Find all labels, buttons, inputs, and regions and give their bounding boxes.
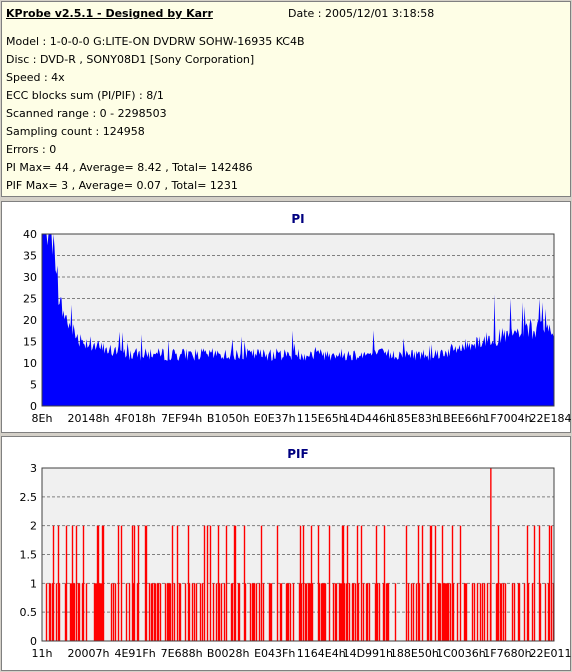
x-tick-label: 11h <box>32 647 53 660</box>
y-tick-label: 0 <box>30 400 37 413</box>
chart-title: PI <box>291 212 304 226</box>
x-tick-label: E043Fh <box>254 647 295 660</box>
speed-line: Speed : 4x <box>6 71 65 84</box>
x-tick-label: 22E184h <box>530 412 572 425</box>
plot-border <box>41 233 555 407</box>
errors-line: Errors : 0 <box>6 143 57 156</box>
y-tick-label: 5 <box>30 379 37 392</box>
y-tick-label: 20 <box>23 314 37 327</box>
x-tick-label: 14D991h <box>343 647 393 660</box>
y-tick-label: 0.5 <box>20 606 38 619</box>
pi-chart: PI 0 5 10 15 20 25 30 35 40 8Eh 20148h 4F018h 7EF94h B… <box>23 212 572 425</box>
x-tick-label: E0E37h <box>254 412 296 425</box>
x-tick-label: 20148h <box>68 412 110 425</box>
y-tick-label: 0 <box>30 635 37 648</box>
x-tick-label: B0028h <box>207 647 250 660</box>
pi-chart-panel: PI 0 5 10 15 20 25 30 35 40 8Eh 20148h 4F018h 7EF94h B… <box>1 201 572 433</box>
info-panel: KProbe v2.5.1 - Designed by Karr Date : … <box>1 1 571 197</box>
x-tick-label: 8Eh <box>32 412 53 425</box>
y-tick-label: 35 <box>23 250 37 263</box>
x-tick-label: 22E011h <box>530 647 572 660</box>
app-title: KProbe v2.5.1 - Designed by Karr <box>6 7 213 20</box>
x-tick-label: 1F7004h <box>483 412 531 425</box>
plot-border <box>41 467 555 642</box>
pif-chart-panel: PIF 0 0.5 1 1.5 2 2.5 3 11h 20007h 4E91Fh 7E688h B00… <box>1 436 572 671</box>
y-tick-label: 40 <box>23 228 37 241</box>
x-tick-label: 1BEE66h <box>436 412 485 425</box>
y-tick-label: 1 <box>30 577 37 590</box>
y-tick-label: 2.5 <box>20 491 38 504</box>
sampling-line: Sampling count : 124958 <box>6 125 145 138</box>
ecc-line: ECC blocks sum (PI/PIF) : 8/1 <box>6 89 164 102</box>
x-tick-label: 1F7680h <box>483 647 531 660</box>
y-tick-label: 3 <box>30 462 37 475</box>
pi-series-area <box>42 234 554 406</box>
x-tick-label: 7E688h <box>161 647 203 660</box>
chart-title: PIF <box>287 447 308 461</box>
y-tick-label: 15 <box>23 336 37 349</box>
disc-line: Disc : DVD-R , SONY08D1 [Sony Corporatio… <box>6 53 255 66</box>
x-tick-label: 14D446h <box>343 412 393 425</box>
pif-chart: PIF 0 0.5 1 1.5 2 2.5 3 11h 20007h 4E91Fh 7E688h B00… <box>20 447 572 660</box>
x-tick-label: 1C0036h <box>436 647 486 660</box>
y-tick-label: 2 <box>30 520 37 533</box>
range-line: Scanned range : 0 - 2298503 <box>6 107 167 120</box>
y-tick-label: 10 <box>23 357 37 370</box>
x-tick-label: 4E91Fh <box>114 647 155 660</box>
pi-stats-line: PI Max= 44 , Average= 8.42 , Total= 1424… <box>6 161 253 174</box>
pif-stats-line: PIF Max= 3 , Average= 0.07 , Total= 1231 <box>6 179 238 192</box>
y-tick-label: 25 <box>23 293 37 306</box>
model-line: Model : 1-0-0-0 G:LITE-ON DVDRW SOHW-169… <box>6 35 305 48</box>
x-tick-label: 1164E4h <box>297 647 346 660</box>
y-tick-label: 30 <box>23 271 37 284</box>
y-tick-label: 1.5 <box>20 549 38 562</box>
x-tick-label: 20007h <box>68 647 110 660</box>
x-tick-label: 188E50h <box>390 647 439 660</box>
x-tick-label: 4F018h <box>114 412 155 425</box>
x-tick-label: 7EF94h <box>161 412 202 425</box>
scan-date: Date : 2005/12/01 3:18:58 <box>288 7 435 20</box>
x-tick-label: 185E83h <box>390 412 439 425</box>
x-tick-label: 115E65h <box>297 412 346 425</box>
x-tick-label: B1050h <box>207 412 250 425</box>
